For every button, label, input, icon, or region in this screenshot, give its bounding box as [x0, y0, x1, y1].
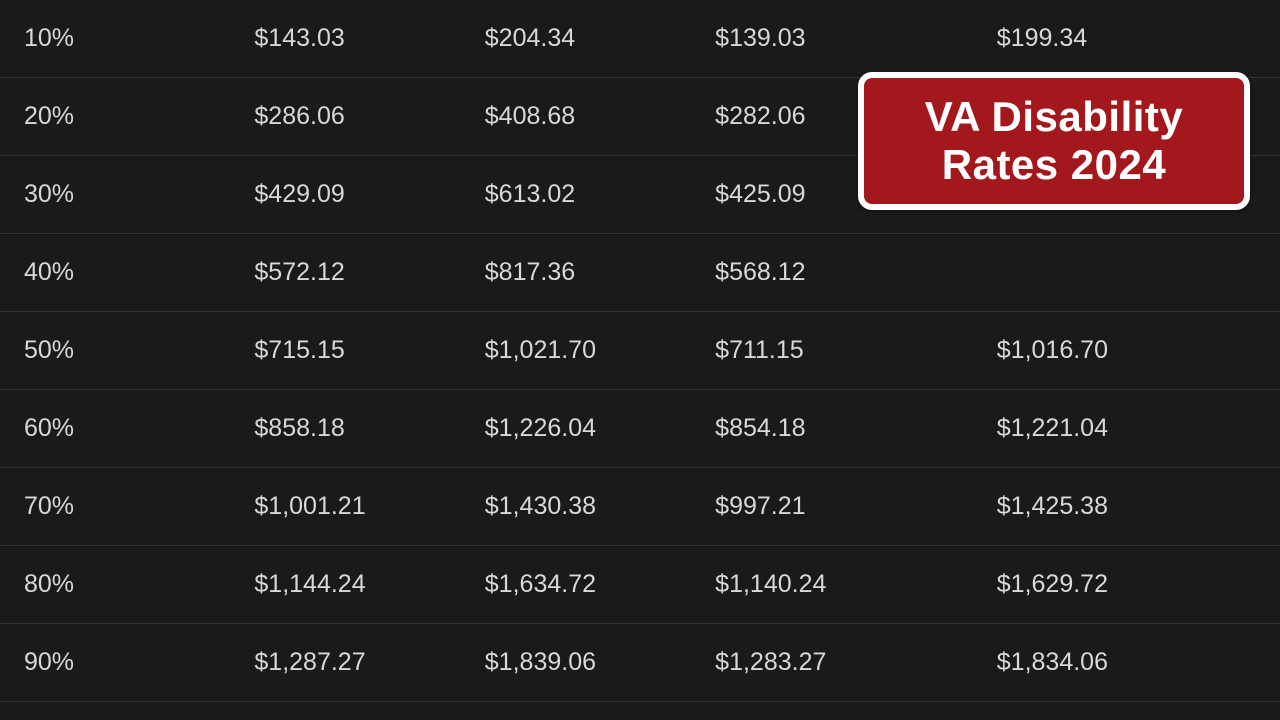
cell-amount: $858.18 [230, 390, 460, 468]
cell-amount: $429.09 [230, 156, 460, 234]
cell-amount: $1,226.04 [461, 390, 691, 468]
table-row: 90% $1,287.27 $1,839.06 $1,283.27 $1,834… [0, 624, 1280, 702]
title-badge: VA Disability Rates 2024 [858, 72, 1250, 210]
cell-amount: $1,839.06 [461, 624, 691, 702]
cell-amount: $1,430.38 [461, 468, 691, 546]
cell-percent: 80% [0, 546, 230, 624]
table-row: 60% $858.18 $1,226.04 $854.18 $1,221.04 [0, 390, 1280, 468]
cell-amount: $1,425.38 [973, 468, 1280, 546]
table-row: 40% $572.12 $817.36 $568.12 [0, 234, 1280, 312]
cell-amount: $1,834.06 [973, 624, 1280, 702]
table-row: 50% $715.15 $1,021.70 $711.15 $1,016.70 [0, 312, 1280, 390]
table-row: 70% $1,001.21 $1,430.38 $997.21 $1,425.3… [0, 468, 1280, 546]
title-badge-text: VA Disability Rates 2024 [925, 93, 1184, 190]
cell-percent: 70% [0, 468, 230, 546]
cell-percent: 90% [0, 624, 230, 702]
table-row: 80% $1,144.24 $1,634.72 $1,140.24 $1,629… [0, 546, 1280, 624]
cell-amount: $854.18 [691, 390, 973, 468]
cell-amount: $613.02 [461, 156, 691, 234]
cell-percent: 20% [0, 78, 230, 156]
table-row: 10% $143.03 $204.34 $139.03 $199.34 [0, 0, 1280, 78]
cell-amount: $817.36 [461, 234, 691, 312]
cell-amount: $1,140.24 [691, 546, 973, 624]
cell-amount: $1,001.21 [230, 468, 460, 546]
cell-amount: $1,016.70 [973, 312, 1280, 390]
cell-amount: $143.03 [230, 0, 460, 78]
cell-percent: 10% [0, 0, 230, 78]
cell-percent: 60% [0, 390, 230, 468]
cell-amount: $139.03 [691, 0, 973, 78]
cell-amount: $199.34 [973, 0, 1280, 78]
cell-percent: 40% [0, 234, 230, 312]
cell-amount: $572.12 [230, 234, 460, 312]
cell-amount: $568.12 [691, 234, 973, 312]
cell-amount: $1,221.04 [973, 390, 1280, 468]
cell-amount: $1,287.27 [230, 624, 460, 702]
cell-amount: $1,021.70 [461, 312, 691, 390]
cell-percent: 30% [0, 156, 230, 234]
cell-amount: $204.34 [461, 0, 691, 78]
cell-amount: $1,283.27 [691, 624, 973, 702]
cell-amount [973, 234, 1280, 312]
cell-amount: $997.21 [691, 468, 973, 546]
cell-amount: $1,144.24 [230, 546, 460, 624]
cell-amount: $1,634.72 [461, 546, 691, 624]
cell-amount: $711.15 [691, 312, 973, 390]
cell-percent: 50% [0, 312, 230, 390]
cell-amount: $715.15 [230, 312, 460, 390]
cell-amount: $408.68 [461, 78, 691, 156]
cell-amount: $286.06 [230, 78, 460, 156]
cell-amount: $1,629.72 [973, 546, 1280, 624]
